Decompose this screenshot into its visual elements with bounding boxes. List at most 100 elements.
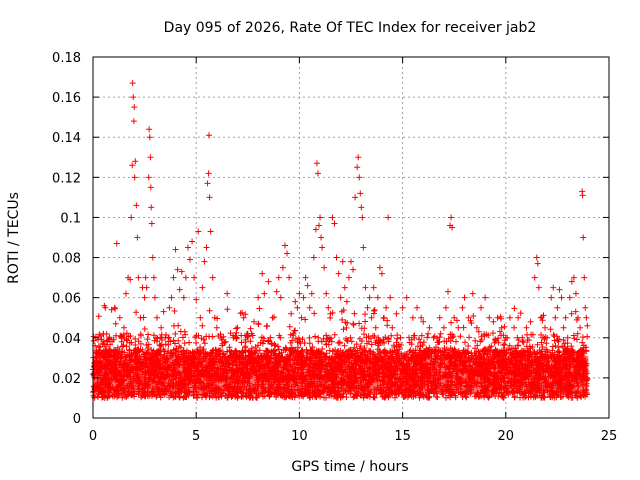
x-tick-label: 20 (498, 429, 515, 444)
data-point (352, 194, 359, 201)
noise-markers (90, 305, 591, 401)
data-point (339, 258, 346, 265)
data-point (350, 266, 357, 273)
data-point (96, 360, 103, 367)
data-point (426, 324, 433, 331)
data-point (145, 174, 152, 181)
data-point (335, 270, 342, 277)
data-point (100, 354, 107, 361)
data-point (205, 132, 212, 139)
data-point (397, 334, 404, 341)
data-point (560, 324, 567, 331)
data-point (418, 314, 425, 321)
data-point (333, 254, 340, 261)
data-point (327, 310, 334, 317)
data-point (389, 324, 396, 331)
data-point (205, 170, 212, 177)
data-point (323, 290, 330, 297)
data-point (302, 274, 309, 281)
data-point (286, 274, 293, 281)
data-point (306, 304, 313, 311)
data-point (131, 104, 138, 111)
data-point (106, 346, 113, 353)
data-point (329, 214, 336, 221)
data-point (356, 174, 363, 181)
data-point (112, 320, 119, 327)
data-point (449, 224, 456, 231)
data-point (502, 334, 509, 341)
data-point (455, 324, 462, 331)
data-point (436, 314, 443, 321)
data-point (581, 274, 588, 281)
data-point (113, 240, 120, 247)
data-point (102, 304, 109, 311)
data-point (316, 222, 323, 229)
data-point (348, 258, 354, 265)
data-point (564, 334, 571, 341)
data-point (103, 370, 110, 377)
data-point (277, 294, 284, 301)
data-point (158, 324, 165, 331)
data-point (544, 334, 551, 341)
data-point (506, 314, 513, 321)
data-point (362, 284, 369, 291)
x-axis-label: GPS time / hours (291, 459, 408, 475)
background-noise-cloud (90, 305, 591, 401)
data-point (146, 126, 153, 133)
data-point (552, 314, 559, 321)
data-point (359, 214, 366, 221)
data-point (151, 294, 158, 301)
chart-title: Day 095 of 2026, Rate Of TEC Index for r… (164, 20, 537, 36)
data-point (150, 274, 157, 281)
data-point (146, 134, 153, 141)
data-point (577, 324, 584, 331)
data-point (461, 294, 468, 301)
data-point (393, 310, 400, 317)
data-point (180, 294, 187, 301)
data-point (317, 214, 324, 221)
data-points (91, 80, 591, 379)
data-point (172, 246, 179, 253)
data-point (554, 304, 561, 311)
data-point (147, 184, 154, 191)
data-point (148, 204, 155, 211)
data-point (261, 290, 268, 297)
data-point (383, 304, 390, 311)
data-point (343, 298, 350, 305)
data-point (459, 304, 466, 311)
data-point (135, 274, 142, 281)
data-point (162, 334, 169, 341)
data-point (129, 162, 136, 169)
data-point (149, 254, 156, 261)
data-point (572, 290, 579, 297)
x-tick-label: 0 (89, 429, 97, 444)
data-point (148, 220, 155, 227)
data-point (265, 278, 272, 285)
data-point (187, 256, 194, 263)
data-point (114, 346, 121, 353)
data-point (387, 294, 394, 301)
data-point (409, 314, 416, 321)
x-tick-label: 10 (291, 429, 308, 444)
data-point (372, 324, 379, 331)
data-point (142, 274, 149, 281)
data-point (575, 314, 582, 321)
data-point (533, 254, 540, 261)
data-point (131, 174, 138, 181)
data-point (213, 324, 220, 331)
data-point (300, 294, 307, 301)
data-point (498, 324, 505, 331)
data-point (255, 294, 262, 301)
data-point (209, 274, 216, 281)
data-point (440, 324, 447, 331)
data-point (206, 194, 213, 201)
data-point (211, 314, 218, 321)
data-point (314, 170, 321, 177)
data-point (279, 264, 286, 271)
data-point (259, 270, 266, 277)
data-point (275, 274, 282, 281)
data-point (537, 314, 544, 321)
data-point (583, 314, 590, 321)
data-point (182, 274, 189, 281)
data-point (111, 304, 118, 311)
